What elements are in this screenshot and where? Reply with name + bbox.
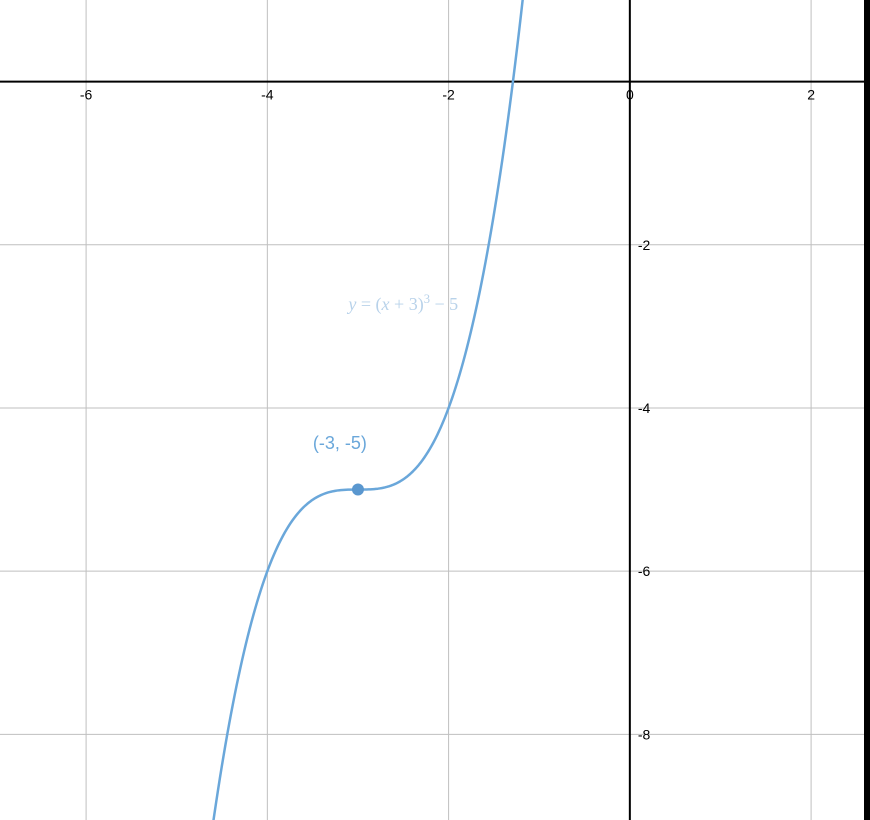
point-label: (-3, -5)	[313, 433, 367, 453]
x-tick-label: 2	[807, 87, 815, 103]
x-tick-label: -2	[442, 87, 455, 103]
x-tick-label: 0	[626, 87, 634, 103]
y-tick-label: -8	[638, 726, 651, 742]
right-edge-bar	[864, 0, 870, 820]
x-tick-label: -6	[80, 87, 93, 103]
x-tick-label: -4	[261, 87, 274, 103]
inflection-point	[352, 484, 364, 496]
plot-bg	[0, 0, 870, 820]
y-tick-label: -4	[638, 400, 651, 416]
y-tick-label: -2	[638, 237, 651, 253]
chart-container: -6 -4 -2 0 2 -8 -6 -4 -2 y = (x + 3)3 − 5 (-3, -5)	[0, 0, 870, 820]
equation-label: y = (x + 3)3 − 5	[346, 292, 458, 315]
cubic-chart: -6 -4 -2 0 2 -8 -6 -4 -2 y = (x + 3)3 − 5 (-3, -5)	[0, 0, 870, 820]
y-tick-label: -6	[638, 563, 651, 579]
